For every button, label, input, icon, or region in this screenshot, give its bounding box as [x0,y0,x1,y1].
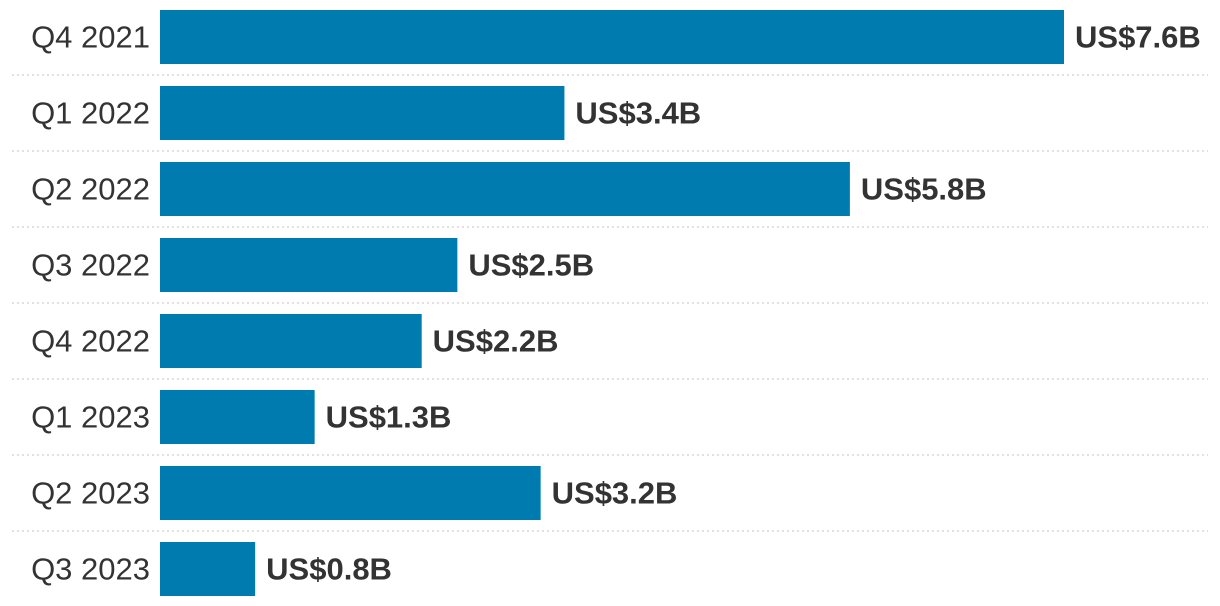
value-label: US$3.4B [575,96,701,131]
category-label: Q2 2022 [31,172,150,207]
bar [160,390,315,444]
bar [160,86,565,140]
bar [160,466,541,520]
value-label: US$5.8B [861,172,987,207]
category-label: Q4 2021 [31,20,150,55]
value-label: US$2.5B [468,248,594,283]
category-label: Q1 2022 [31,96,150,131]
value-label: US$1.3B [326,400,452,435]
category-label: Q2 2023 [31,476,150,511]
value-label: US$0.8B [266,552,392,587]
category-label: Q1 2023 [31,400,150,435]
bar [160,314,422,368]
value-label: US$3.2B [552,476,678,511]
bar [160,238,458,292]
category-label: Q3 2023 [31,552,150,587]
category-label: Q3 2022 [31,248,150,283]
bar [160,10,1064,64]
bar [160,542,256,596]
bar [160,162,850,216]
value-label: US$2.2B [433,324,559,359]
category-label: Q4 2022 [31,324,150,359]
value-label: US$7.6B [1075,20,1201,55]
